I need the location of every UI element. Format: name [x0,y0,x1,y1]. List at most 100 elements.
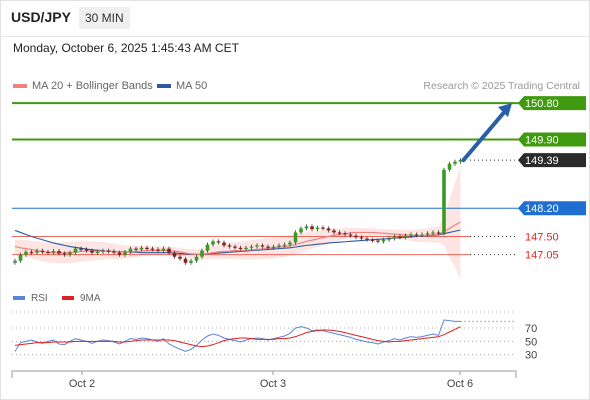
candle-body [392,236,397,239]
candle-body [343,233,347,235]
candle-body [260,245,265,247]
level-label-149.90: 149.90 [525,134,559,146]
candle-body [139,247,144,250]
9ma-swatch [62,296,74,301]
candle-body [381,239,386,242]
level-label-150.80: 150.80 [525,98,559,110]
candle-body [117,252,122,255]
candle-body [161,248,166,251]
candle-body [84,249,89,251]
candle-body [123,251,127,255]
candle-body [453,161,457,164]
candle-body [370,239,375,241]
candle-body [51,251,56,253]
candle-body [90,250,94,253]
ma50-swatch [157,84,171,89]
candle-body [447,163,452,170]
candle-body [436,232,441,234]
candle-body [18,254,23,261]
rsi-line [14,319,461,352]
bollinger-band [15,165,461,279]
candle-body [238,247,243,250]
ma20-label: MA 20 + Bollinger Bands [32,80,153,92]
candle-body [205,244,210,251]
x-tick-label: Oct 2 [69,378,95,390]
candle-body [282,244,287,246]
candle-body [178,256,182,259]
candle-body [409,234,413,236]
legend-ma20: MA 20 + Bollinger Bands [13,80,153,92]
legend-rsi: RSI [13,293,48,304]
candle-body [216,241,221,243]
ma20-swatch [13,84,27,89]
candle-body [288,242,292,245]
candle-body [128,248,133,252]
candle-body [106,250,111,252]
candle-body [337,232,342,234]
candle-body [249,246,254,248]
candle-body [172,252,177,257]
candle-body [420,234,424,236]
candle-body [62,253,67,255]
candle-body [387,238,391,240]
candle-body [57,251,61,254]
ma50-label: MA 50 [176,80,208,92]
candle-body [183,258,188,263]
level-label-148.20: 148.20 [525,203,559,215]
candle-body [398,236,402,238]
rsi-label: RSI [31,293,48,304]
candle-body [332,230,336,233]
candle-body [458,160,463,162]
candle-body [227,245,232,247]
candle-body [431,232,435,234]
candle-body [68,252,72,255]
ma20-line [14,221,461,255]
candle-body [321,227,325,229]
candle-body [222,242,226,246]
rsi-tick-50: 50 [525,336,537,348]
level-tag-149.90 [518,132,586,147]
x-tick-label: Oct 6 [447,378,473,390]
candle-body [24,251,28,255]
forecast-arrow-head [498,103,512,118]
candle-body [255,245,259,247]
candle-body [425,233,430,235]
level-tag-150.80 [518,96,586,111]
candle-body [304,226,309,229]
candle-body [348,234,353,236]
candle-body [156,249,160,251]
candle-body [266,246,270,248]
instrument-title: USD/JPY [11,9,71,25]
current-price-label: 149.39 [525,155,559,167]
candle-body [79,248,83,250]
candle-body [326,228,331,231]
candle-body [112,251,116,253]
candle-body [365,238,369,240]
candle-body [29,251,34,254]
candle-body [73,248,78,253]
candle-body [299,228,303,233]
rsi-tick-30: 30 [525,350,537,362]
candle-body [95,251,100,254]
level-tag-148.20 [518,201,586,216]
rsi-swatch [13,296,25,301]
candle-body [194,256,199,261]
candle-body [376,240,380,242]
9ma-label: 9MA [80,293,101,304]
candle-body [13,260,17,263]
rsi-tick-70: 70 [525,323,537,335]
rsi-9ma-line [14,326,461,348]
x-tick-label: Oct 3 [260,378,286,390]
legend-9ma: 9MA [62,293,101,304]
candle-body [40,250,45,252]
candle-body [233,246,237,248]
forecast-arrow-shaft [461,108,508,163]
level-label-147.05: 147.05 [525,250,559,262]
candle-body [414,234,419,236]
timeframe-badge[interactable]: 30 MIN [79,7,130,29]
candle-body [310,226,314,230]
level-label-147.50: 147.50 [525,231,559,243]
candle-body [359,237,364,239]
